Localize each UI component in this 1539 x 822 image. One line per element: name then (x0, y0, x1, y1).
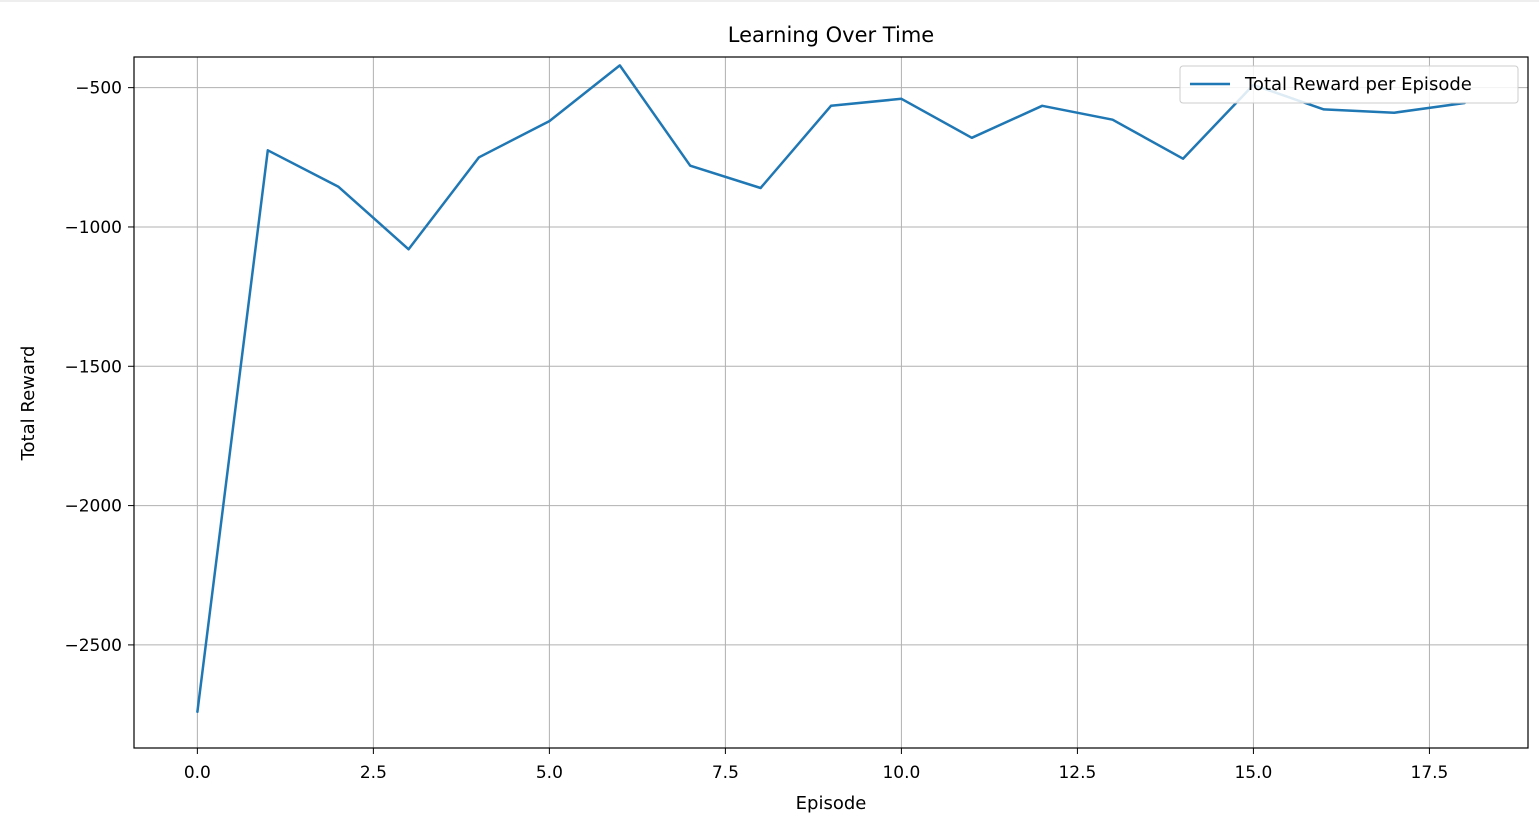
y-tick-label: −500 (75, 79, 122, 99)
top-rule (0, 0, 1539, 2)
legend: Total Reward per Episode (1179, 65, 1519, 104)
x-tick-label: 7.5 (712, 763, 739, 783)
x-tick-label: 2.5 (360, 763, 387, 783)
axis-ticks: 0.0 2.5 5.0 7.5 10.0 12.5 15.0 17.5 −2500 −2000 −1… (64, 79, 1448, 783)
grid-lines (134, 57, 1528, 748)
y-tick-label: −2500 (64, 636, 122, 656)
legend-box (1179, 65, 1519, 104)
series-line-0 (196, 64, 1466, 714)
plot-frame (133, 56, 1529, 749)
chart-title: Learning Over Time (728, 23, 934, 47)
series-lines (196, 64, 1466, 714)
x-axis-label: Episode (796, 793, 867, 814)
x-tick-label: 12.5 (1058, 763, 1096, 783)
legend-label: Total Reward per Episode (1244, 74, 1472, 95)
y-tick-label: −1500 (64, 357, 122, 377)
x-tick-label: 10.0 (882, 763, 920, 783)
x-tick-label: 17.5 (1411, 763, 1449, 783)
x-tick-label: 15.0 (1234, 763, 1272, 783)
x-tick-label: 0.0 (184, 763, 211, 783)
y-axis-label: Total Reward (18, 346, 39, 462)
x-tick-label: 5.0 (536, 763, 563, 783)
y-tick-label: −1000 (64, 218, 122, 238)
y-tick-label: −2000 (64, 497, 122, 517)
